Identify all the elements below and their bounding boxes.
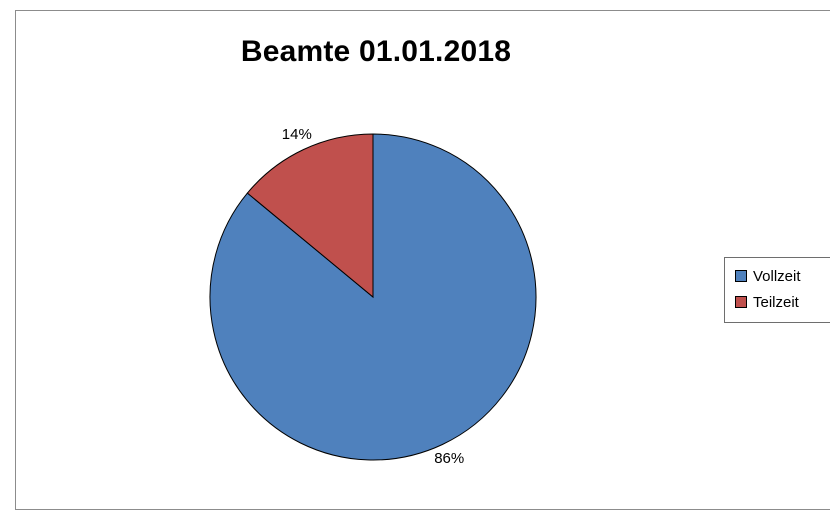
- pie-chart: 86% 14%: [209, 126, 537, 467]
- legend-item-vollzeit: Vollzeit: [735, 267, 801, 285]
- legend-swatch-vollzeit: [735, 270, 747, 282]
- chart-title: Beamte 01.01.2018: [240, 35, 512, 68]
- data-label-teilzeit: 14%: [282, 126, 312, 143]
- legend-item-teilzeit: Teilzeit: [735, 293, 799, 311]
- legend-label-vollzeit: Vollzeit: [753, 267, 801, 285]
- data-label-vollzeit: 86%: [434, 450, 464, 467]
- legend: Vollzeit Teilzeit: [724, 257, 830, 323]
- legend-label-teilzeit: Teilzeit: [753, 293, 799, 311]
- chart-frame: Beamte 01.01.2018 86% 14% Vollzeit Teilze…: [15, 10, 830, 510]
- pie-slice-teilzeit: [246, 133, 374, 299]
- legend-swatch-teilzeit: [735, 296, 747, 308]
